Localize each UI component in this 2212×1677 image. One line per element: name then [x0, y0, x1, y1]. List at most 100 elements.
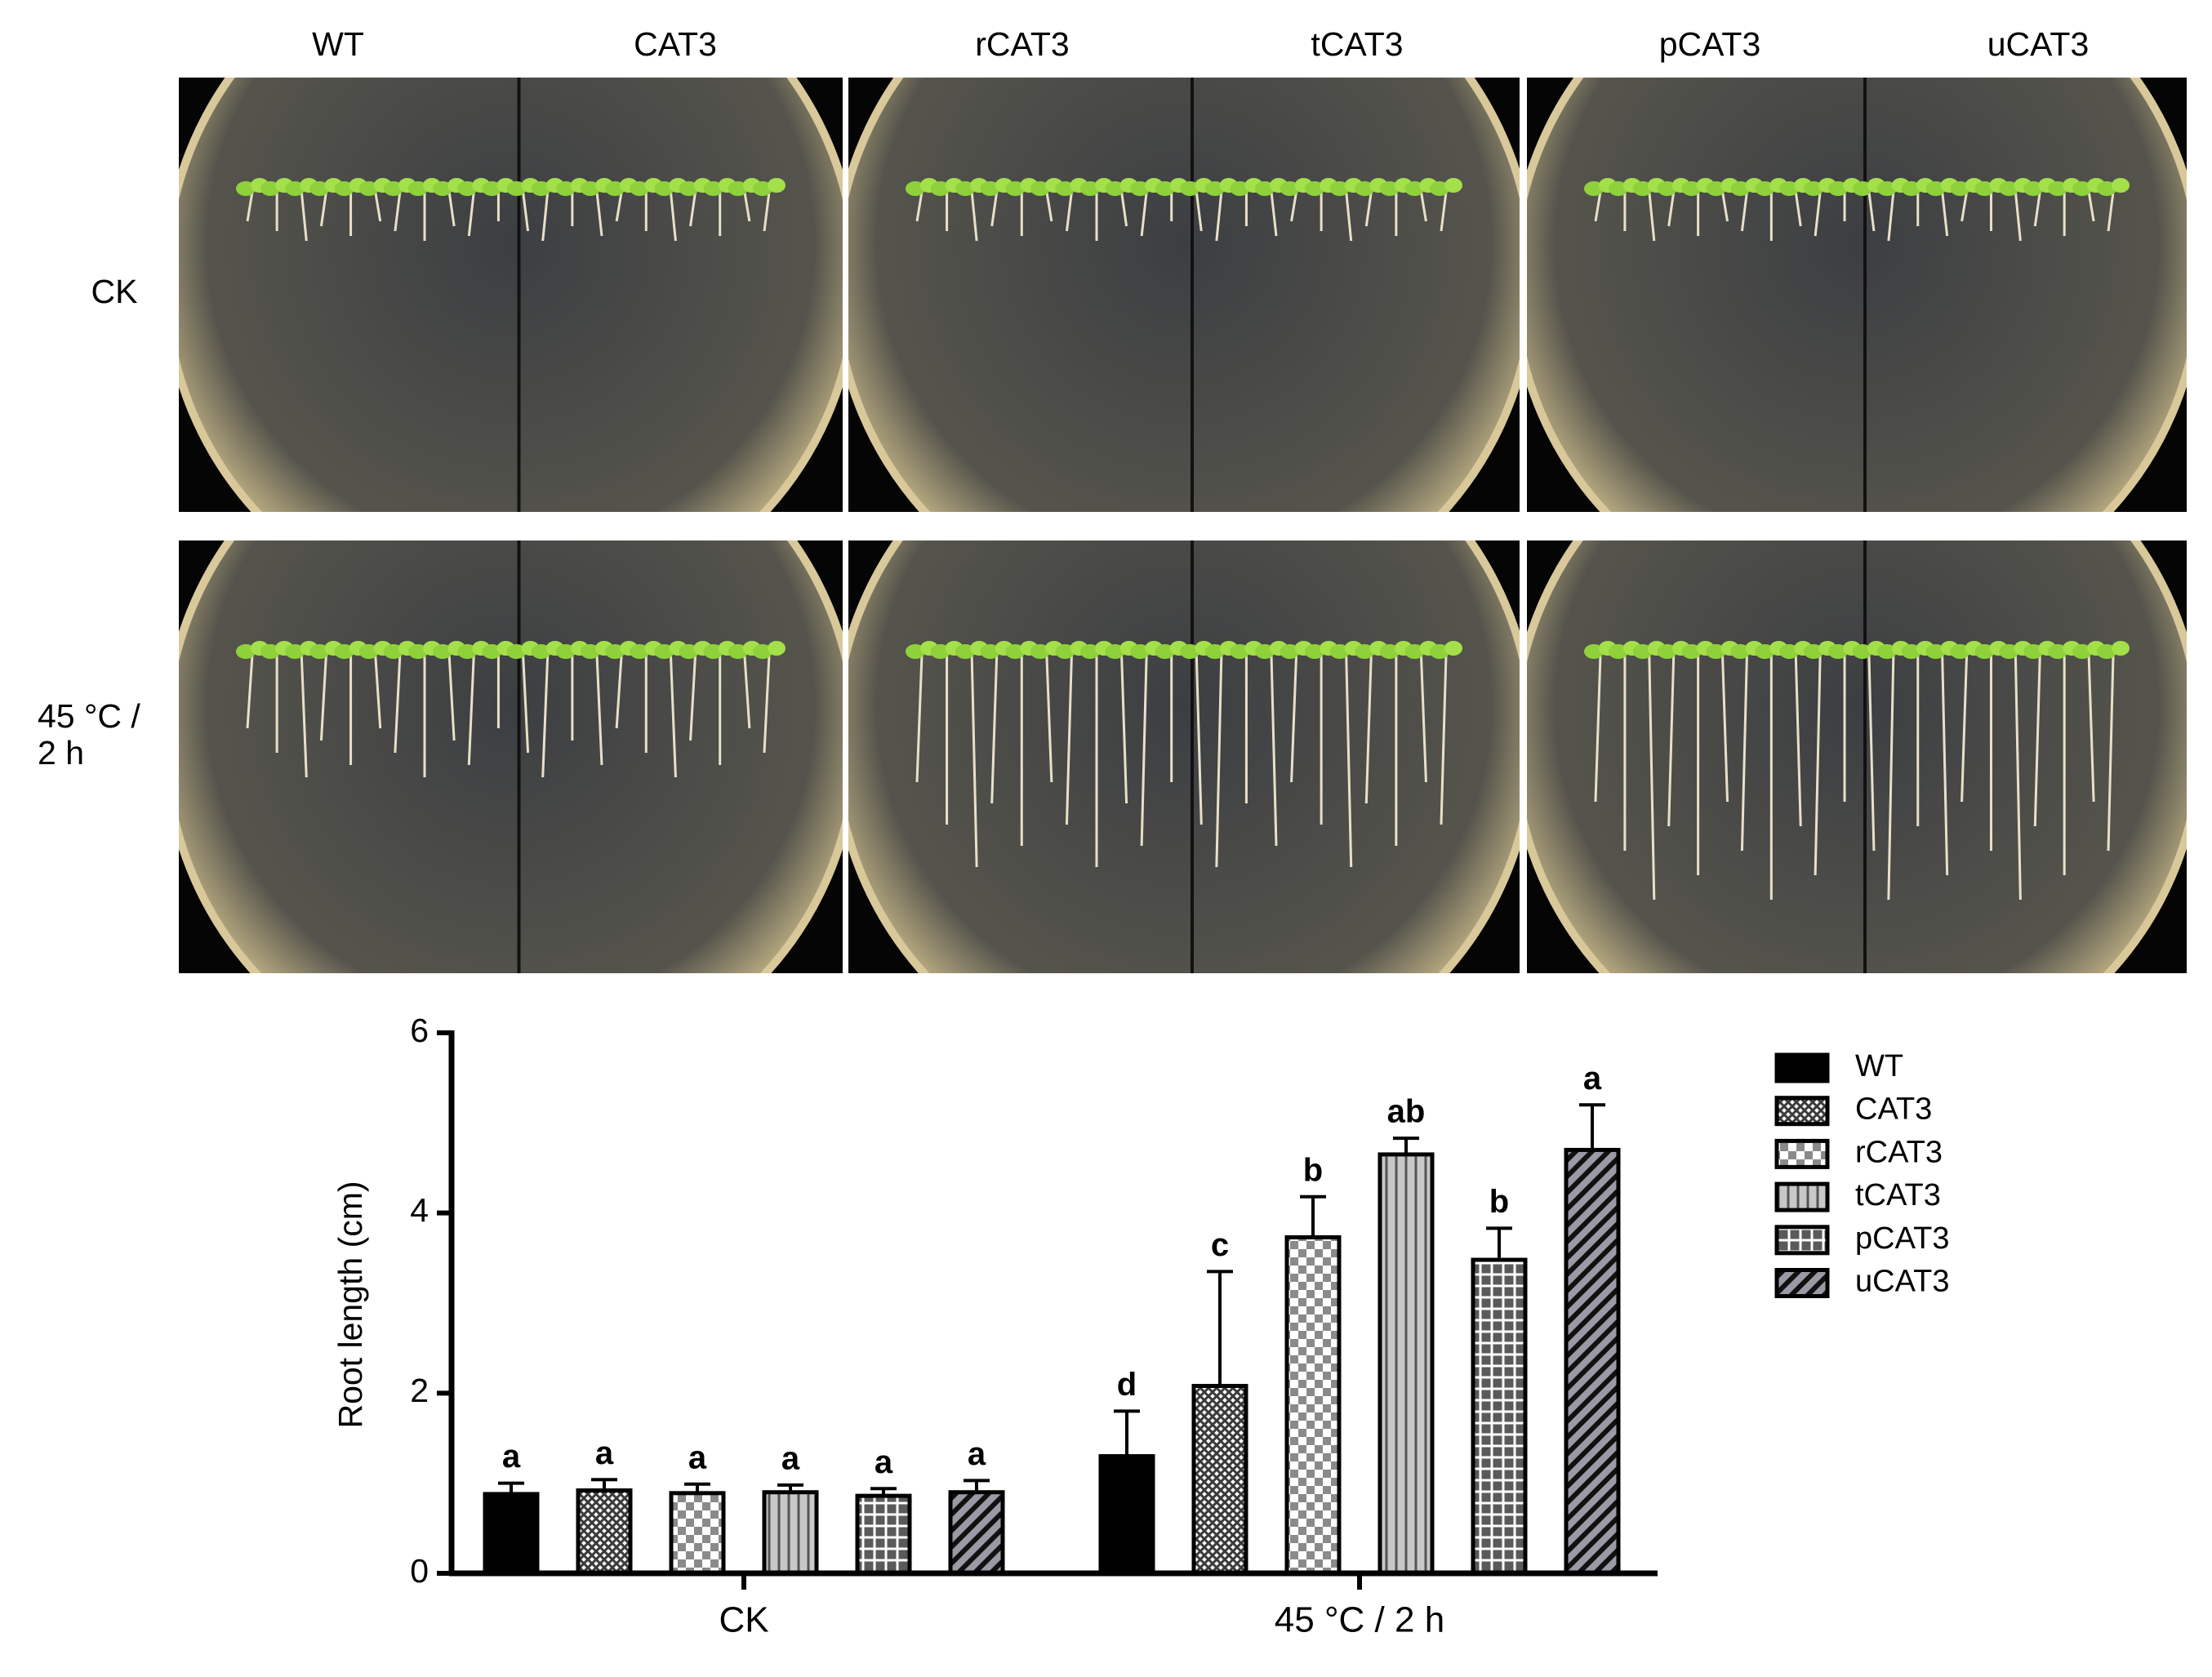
leaf [1755, 181, 1775, 196]
photo [848, 540, 1520, 973]
leaf [1404, 644, 1425, 659]
y-tick-label: 6 [410, 1012, 429, 1049]
leaf [1706, 181, 1726, 196]
root [1195, 191, 1203, 232]
legend-swatch [1774, 1268, 1830, 1298]
root [2107, 191, 2115, 232]
root [1867, 654, 1876, 852]
root [1195, 654, 1203, 825]
bar [483, 1492, 540, 1576]
root [1215, 191, 1223, 242]
leaf [506, 644, 527, 659]
root [1648, 654, 1656, 901]
root [2087, 191, 2095, 222]
photo [1527, 540, 2187, 973]
root [541, 654, 550, 778]
leaf [1608, 181, 1628, 196]
significance-letter: b [1303, 1152, 1323, 1188]
root [595, 191, 603, 237]
photo [1527, 78, 2187, 512]
root [763, 191, 771, 232]
leaf [1779, 181, 1800, 196]
leaf [1444, 178, 1462, 193]
leaf [1657, 644, 1677, 659]
root [374, 654, 382, 729]
leaf [768, 641, 786, 656]
bar [762, 1490, 819, 1576]
root [615, 191, 623, 222]
leaf [2072, 644, 2093, 659]
significance-letter: ab [1387, 1094, 1426, 1130]
leaf [482, 644, 502, 659]
root [743, 191, 751, 222]
leaf [1379, 181, 1400, 196]
column-label: tCAT3 [1311, 25, 1403, 63]
root [1440, 654, 1448, 825]
legend-swatch [1774, 1138, 1830, 1169]
leaf [1974, 181, 1995, 196]
root [1065, 654, 1073, 825]
y-axis-label: Root length (cm) [332, 1181, 369, 1428]
significance-letter: d [1117, 1367, 1137, 1403]
leaf [654, 181, 674, 196]
legend-swatch [1774, 1052, 1830, 1083]
column-label: rCAT3 [975, 25, 1069, 63]
photo-panels [179, 78, 2187, 973]
significance-letter: c [1211, 1227, 1229, 1263]
bar [855, 1493, 912, 1576]
column-label: uCAT3 [1987, 25, 2090, 63]
leaf [285, 181, 305, 196]
row-label-box: CK [91, 274, 138, 310]
leaf [1901, 644, 1921, 659]
root [2087, 654, 2095, 803]
root [1961, 654, 1969, 803]
root [915, 654, 924, 783]
legend-label: tCAT3 [1855, 1178, 1941, 1212]
row-label: CK [91, 274, 138, 310]
significance-letter: a [875, 1444, 893, 1480]
root [1140, 654, 1148, 847]
leaf [531, 644, 551, 659]
root [615, 654, 623, 729]
root [447, 654, 456, 741]
leaf [1584, 644, 1604, 659]
leaf [1430, 644, 1449, 659]
root [1867, 191, 1876, 232]
root [689, 191, 697, 227]
root [2014, 654, 2022, 901]
leaf [605, 644, 625, 659]
root [1364, 191, 1373, 227]
legend-swatch [1774, 1096, 1830, 1127]
leaf [1730, 644, 1751, 659]
leaf [2048, 181, 2068, 196]
leaf [383, 644, 403, 659]
leaf [2023, 181, 2044, 196]
leaf [1255, 181, 1275, 196]
leaf [1925, 181, 1946, 196]
root [467, 654, 475, 766]
root [1215, 654, 1223, 868]
leaf [1404, 181, 1425, 196]
leaf [906, 644, 925, 659]
root [1045, 654, 1053, 783]
leaf [581, 181, 600, 196]
leaf [236, 181, 256, 196]
root [319, 654, 327, 741]
leaf [2112, 178, 2130, 193]
significance-letter: a [781, 1440, 800, 1476]
leaf [1706, 644, 1726, 659]
leaf [1950, 181, 1970, 196]
root [1290, 654, 1298, 783]
bar [1377, 1152, 1435, 1576]
leaf [679, 181, 699, 196]
root [689, 654, 697, 741]
y-tick-label: 2 [410, 1372, 429, 1409]
root [763, 654, 771, 754]
root [1594, 654, 1602, 803]
leaf [1950, 644, 1970, 659]
root [1721, 191, 1729, 222]
photo [179, 78, 843, 512]
bar [1098, 1454, 1155, 1576]
leaf [1030, 644, 1050, 659]
